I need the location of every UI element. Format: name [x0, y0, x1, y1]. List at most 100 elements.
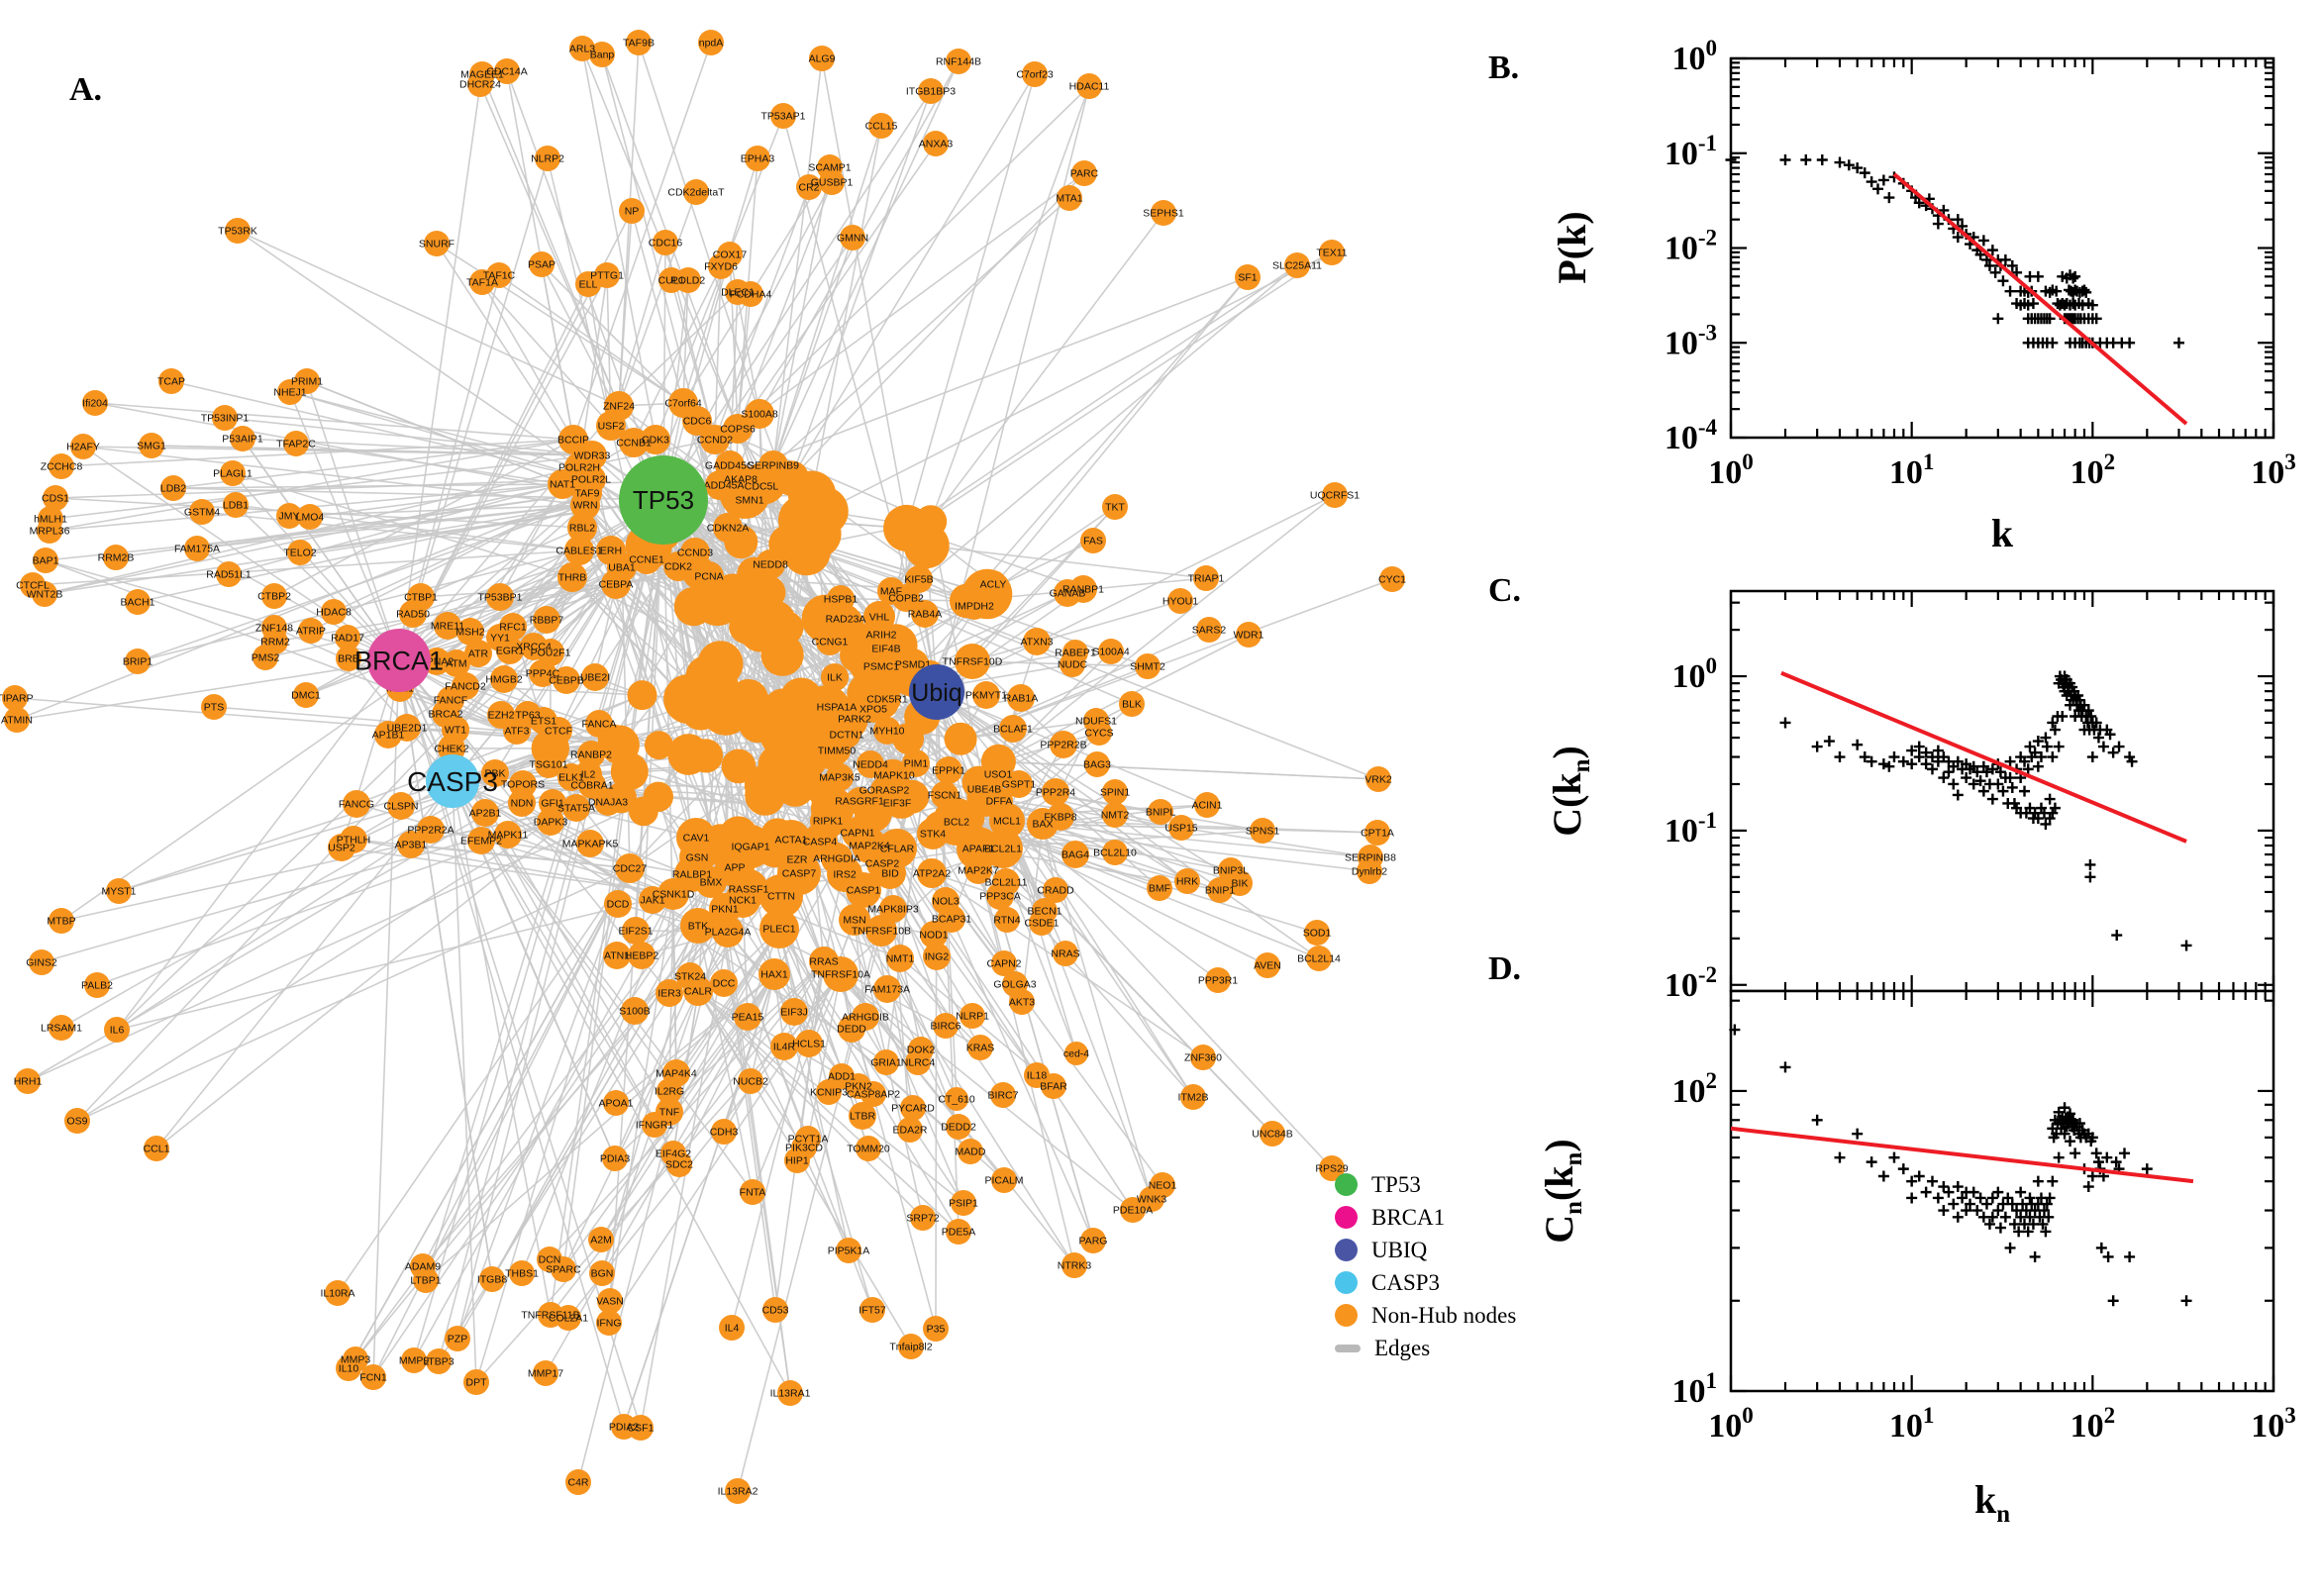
network-node [960, 1003, 985, 1029]
network-node [1086, 720, 1112, 746]
network-node-label: AP3B1 [395, 840, 428, 851]
network-node [1167, 588, 1193, 614]
network-node-label: MCL1 [993, 816, 1021, 828]
network-node [1151, 200, 1176, 226]
network-node [64, 1108, 90, 1134]
network-node [1098, 639, 1124, 664]
network-node [562, 794, 590, 822]
network-node [865, 915, 897, 947]
network-node-label: RAD17 [331, 633, 364, 645]
network-node [360, 1364, 386, 1390]
network-node-label: CASP4 [803, 837, 838, 848]
network-node [565, 1469, 591, 1495]
network-node [387, 792, 415, 820]
network-node-label: XPO5 [859, 704, 887, 716]
network-node [724, 525, 758, 559]
network-node-label: HAX1 [760, 969, 788, 981]
network-node-label: IFNGR1 [636, 1120, 674, 1132]
network-node-label: IRS2 [833, 869, 857, 881]
network-node-label: ING2 [925, 951, 950, 963]
network-node [1180, 1084, 1206, 1110]
network-node-label: BECN1 [1027, 906, 1061, 918]
network-node-label: RRM2B [98, 552, 135, 564]
network-node-label: XRCC4 [516, 642, 552, 653]
legend-item-ubiq: UBIQ [1335, 1234, 1582, 1266]
network-node [1148, 799, 1173, 825]
network-node-label: BIRC6 [931, 1021, 961, 1033]
network-node-label: S100B [619, 1006, 651, 1018]
network-node-label: RBL2 [569, 523, 595, 535]
network-node [958, 1139, 983, 1164]
network-node [964, 856, 992, 884]
network-node-label: RANBP2 [570, 749, 612, 761]
network-node-label: GORASP2 [859, 785, 910, 797]
network-node [738, 281, 763, 307]
network-node [84, 972, 110, 998]
network-node-label: GMNN [837, 233, 868, 245]
network-node [758, 958, 790, 990]
network-node-label: DCD [607, 899, 630, 911]
network-node [1023, 628, 1051, 655]
network-node [1260, 1121, 1285, 1147]
network-node [849, 1102, 876, 1130]
network-node [189, 499, 215, 525]
legend-item-brca1: BRCA1 [1335, 1201, 1582, 1234]
network-node-label: RTN4 [993, 915, 1020, 927]
network-node-label: BNIP1 [1205, 885, 1236, 897]
network-node [615, 853, 645, 883]
network-node [283, 431, 309, 456]
network-node [682, 406, 712, 436]
network-node-label: WNK3 [1137, 1194, 1166, 1206]
network-node [434, 612, 461, 640]
network-node-label: PRIM1 [291, 376, 323, 388]
y-axis-label: P(k) [1550, 211, 1594, 283]
network-node-label: FAM173A [864, 984, 910, 996]
network-node [898, 1334, 924, 1359]
network-node-label: PSMC1 [863, 661, 899, 673]
network-node [972, 681, 1000, 709]
network-node [951, 1190, 976, 1216]
network-node-label: POLR2L [571, 474, 611, 486]
legend-item-casp3: CASP3 [1335, 1266, 1582, 1299]
plot-panel-c: 100 10-1 10-2 C(kn​) [1545, 589, 2275, 1004]
network-node-label: NEDD4 [853, 759, 888, 771]
y-tick-label: 10-4 [1665, 415, 1718, 456]
network-node [557, 562, 587, 592]
network-node [1029, 910, 1055, 936]
network-node-label: PTHLH [337, 835, 370, 847]
network-node-label: BAX [1032, 819, 1053, 831]
network-node-label: PDIA2 [609, 1422, 640, 1434]
network-node-label: TIPARP [0, 693, 34, 705]
edge-swatch-icon [1335, 1344, 1361, 1352]
network-node-label: PPP3R1 [1198, 975, 1238, 987]
network-node [1047, 803, 1074, 831]
network-node-label: CCND2 [697, 435, 733, 447]
network-node [325, 1280, 351, 1306]
network-node-label: NMT1 [886, 953, 915, 965]
network-node [29, 949, 54, 975]
network-node-label: IL6 [110, 1025, 125, 1037]
network-node [980, 744, 1016, 779]
network-node-label: TP53RK [218, 226, 257, 238]
network-node [374, 721, 402, 748]
network-node [535, 146, 560, 171]
network-node [82, 390, 108, 416]
network-node-label: CTCF [545, 726, 572, 738]
network-node [796, 174, 822, 200]
fit-line [1892, 172, 2188, 426]
network-node [556, 1305, 581, 1331]
network-node [708, 253, 734, 279]
network-node [683, 179, 709, 205]
network-node-label: BRIP1 [123, 656, 153, 668]
legend-label: UBIQ [1371, 1237, 1428, 1262]
network-node-label: APP [724, 862, 745, 874]
network-node [619, 428, 649, 457]
network-node [464, 640, 492, 667]
network-node-label: VASN [596, 1296, 624, 1308]
network-node-label: ATF3 [505, 726, 530, 738]
network-node [1365, 766, 1391, 792]
network-node [486, 583, 514, 611]
network-node [935, 756, 962, 784]
network-node [990, 1082, 1016, 1108]
network-node-label: CDK2 [664, 561, 692, 573]
